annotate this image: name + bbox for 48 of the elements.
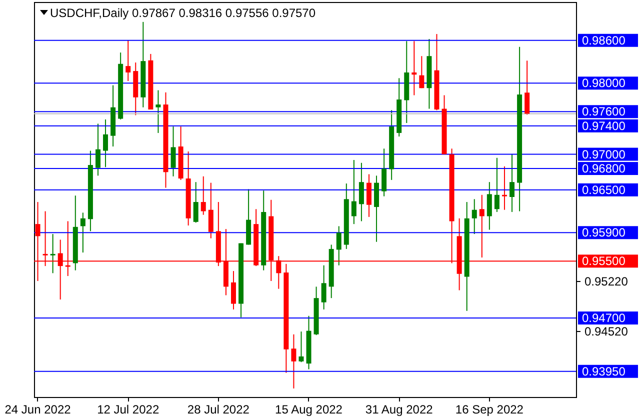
candlestick — [494, 157, 500, 212]
x-tick-label: 16 Sep 2022 — [455, 402, 524, 416]
candlestick — [502, 166, 507, 210]
candlestick — [412, 40, 417, 96]
x-tick-label: 24 Jun 2022 — [4, 402, 72, 416]
y-tick-label: 0.95220 — [584, 274, 628, 288]
ref-line-label: 0.97600 — [582, 104, 626, 119]
ref-line-label: 0.98600 — [582, 33, 626, 48]
ref-line-label: 0.93950 — [582, 364, 626, 378]
candlestick — [170, 126, 176, 177]
candlestick — [336, 226, 342, 266]
x-tick-label: 28 Jul 2022 — [187, 402, 250, 416]
chart-title: USDCHF,Daily 0.97867 0.98316 0.97556 0.97570 — [50, 6, 316, 20]
x-tick-label: 15 Aug 2022 — [275, 402, 343, 416]
ref-line-label: 0.95500 — [582, 254, 626, 268]
candlestick — [382, 148, 387, 197]
x-tick-label: 31 Aug 2022 — [365, 402, 434, 416]
ref-line-label: 0.97400 — [582, 118, 626, 133]
candlestick — [126, 40, 131, 82]
ref-line-label: 0.97000 — [582, 147, 626, 162]
candlestick — [103, 118, 108, 168]
ref-line-label: 0.96800 — [582, 162, 626, 176]
candlestick — [200, 176, 206, 216]
candlestick — [208, 182, 214, 239]
candlestick — [95, 123, 100, 176]
candlestick — [472, 198, 477, 235]
candlestick — [479, 194, 484, 258]
candlestick — [193, 182, 198, 224]
ref-line-label: 0.96500 — [582, 182, 626, 197]
candlestick — [524, 60, 530, 116]
candlestick — [80, 212, 86, 254]
candlestick — [298, 331, 304, 363]
candlestick — [50, 234, 56, 274]
candlestick — [156, 90, 161, 134]
candlestick — [419, 56, 424, 89]
candlestick — [321, 264, 326, 310]
ref-line-label: 0.95900 — [582, 226, 626, 240]
candlestick — [291, 334, 296, 389]
candlestick — [351, 160, 356, 225]
candlestick — [230, 270, 236, 310]
candlestick — [366, 174, 372, 218]
ref-line-label: 0.98000 — [582, 76, 626, 90]
candlestick — [486, 182, 492, 230]
candlestick — [358, 162, 364, 222]
ref-line-label: 0.94700 — [582, 311, 626, 325]
x-tick-label: 12 Jul 2022 — [97, 402, 160, 416]
y-tick-label: 0.94520 — [584, 324, 628, 338]
candlestick — [510, 154, 515, 212]
